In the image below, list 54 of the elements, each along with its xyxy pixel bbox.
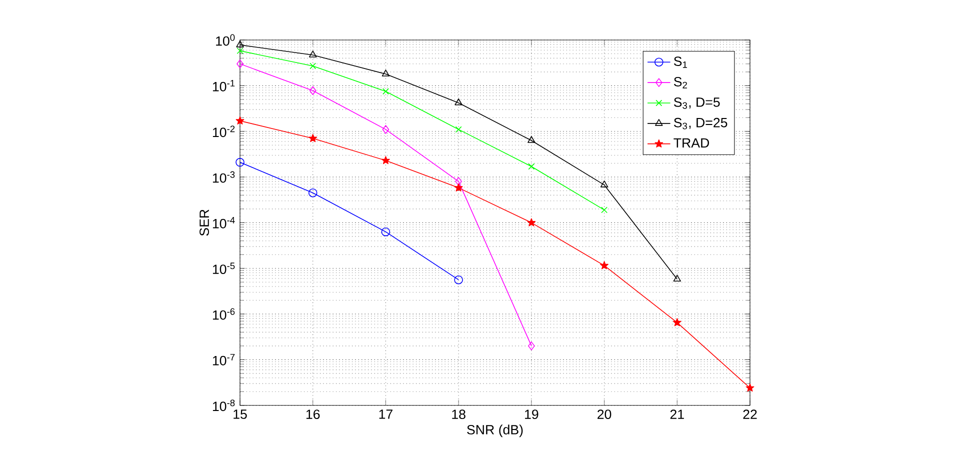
point xyxy=(308,188,318,198)
point xyxy=(454,98,462,106)
y-axis-title: SER xyxy=(200,210,209,236)
point xyxy=(382,125,390,134)
point xyxy=(455,177,462,186)
point xyxy=(600,180,608,188)
legend-label: S$_{3}$, D=5 xyxy=(674,97,720,109)
point xyxy=(528,342,535,350)
point xyxy=(236,116,244,124)
legend-label: S$_{2}$ xyxy=(674,77,687,88)
point xyxy=(527,218,536,226)
point xyxy=(382,70,390,76)
y-tick-label: 10$^{-4}$ xyxy=(212,216,235,228)
point xyxy=(454,183,463,192)
x-tick-label: 19 xyxy=(525,410,538,420)
y-tick-label: 10$^{0}$ xyxy=(216,34,235,46)
legend-label: S$_{1}$ xyxy=(674,56,687,68)
point xyxy=(673,274,681,282)
y-tick-label: 10$^{-7}$ xyxy=(212,354,235,366)
point xyxy=(308,134,318,142)
point xyxy=(600,261,608,270)
y-tick-label: 10$^{-5}$ xyxy=(212,262,235,274)
point xyxy=(382,88,389,95)
point xyxy=(746,384,754,392)
y-tick-label: 10$^{-2}$ xyxy=(212,126,235,138)
point xyxy=(381,227,390,236)
point xyxy=(528,163,535,170)
point xyxy=(236,40,244,48)
point xyxy=(528,136,536,143)
point xyxy=(308,50,317,58)
point xyxy=(236,48,244,54)
point xyxy=(382,156,390,164)
point xyxy=(236,59,244,68)
point xyxy=(672,318,682,326)
point xyxy=(601,206,608,214)
y-tick-label: 10$^{-1}$ xyxy=(212,80,235,92)
point xyxy=(455,126,462,133)
x-tick-label: 15 xyxy=(234,410,247,419)
point xyxy=(310,62,316,70)
point xyxy=(454,275,463,284)
legend-label: TRAD xyxy=(674,138,710,148)
y-tick-label: 10$^{-3}$ xyxy=(212,171,235,183)
x-tick-label: 16 xyxy=(306,410,320,420)
x-tick-label: 17 xyxy=(379,410,392,419)
legend-label: S$_{3}$, D=25 xyxy=(674,118,728,130)
point xyxy=(309,86,316,95)
x-tick-label: 21 xyxy=(670,410,684,419)
x-tick-label: 20 xyxy=(598,410,612,420)
y-tick-label: 10$^{-8}$ xyxy=(212,400,235,412)
x-axis-title: SNR (dB) xyxy=(467,424,523,438)
x-tick-label: 18 xyxy=(452,410,466,420)
point xyxy=(236,158,244,167)
x-tick-label: 22 xyxy=(743,410,757,419)
y-tick-label: 10$^{-6}$ xyxy=(212,308,235,320)
